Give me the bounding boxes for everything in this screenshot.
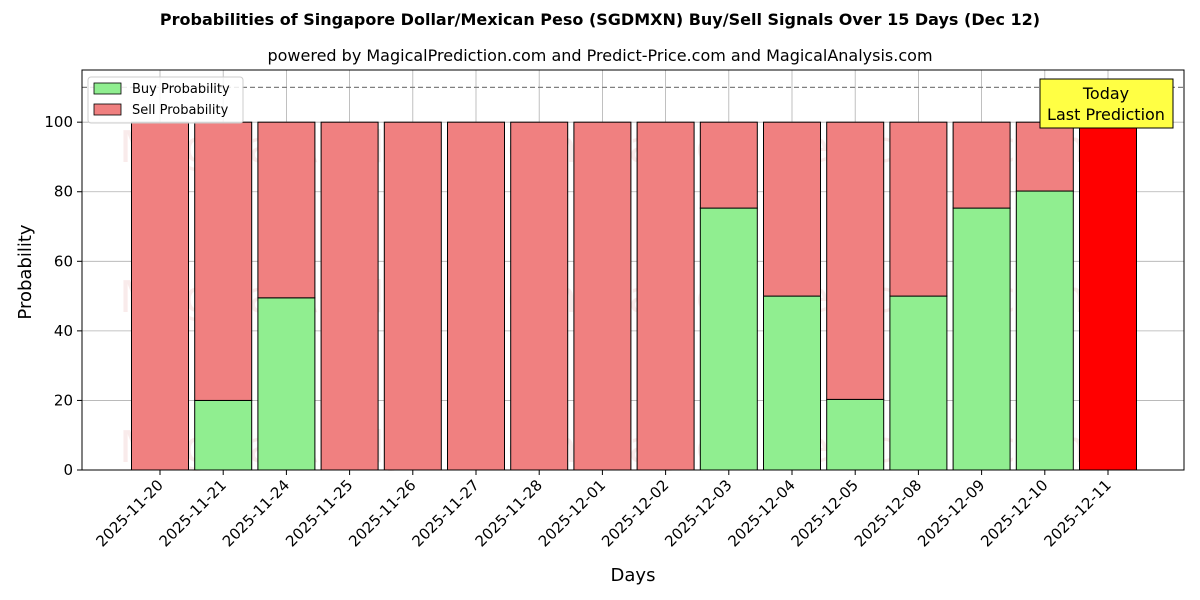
y-tick-label: 80 (54, 183, 73, 201)
x-tick-label: 2025-11-27 (408, 476, 482, 550)
y-axis-label: Probability (15, 224, 36, 319)
sell-probability-bar (699, 121, 758, 209)
buy-probability-bar (257, 297, 316, 471)
bars (131, 121, 1137, 471)
x-tick-label: 2025-12-10 (977, 476, 1051, 550)
buy-probability-bar (826, 398, 885, 471)
sell-probability-bar (889, 121, 948, 297)
sell-probability-bar (826, 121, 885, 400)
x-tick-label: 2025-12-03 (661, 476, 735, 550)
legend-box (87, 76, 244, 124)
legend-swatch (93, 82, 122, 95)
buy-probability-bar (889, 295, 948, 471)
chart-subtitle: powered by MagicalPrediction.com and Pre… (267, 46, 933, 65)
y-tick-label: 100 (44, 113, 73, 131)
x-tick-label: 2025-12-04 (724, 476, 798, 550)
sell-probability-bar (573, 121, 632, 471)
sell-probability-bar (1015, 121, 1074, 192)
annotation-text: Today (1082, 84, 1129, 103)
x-tick-label: 2025-12-01 (535, 476, 609, 550)
today-bar (1079, 121, 1137, 471)
y-tick-label: 0 (63, 461, 73, 479)
annotation-text: Last Prediction (1047, 105, 1165, 124)
y-tick-label: 20 (54, 391, 73, 409)
legend-label: Buy Probability (132, 82, 230, 97)
x-tick-label: 2025-11-24 (219, 476, 293, 550)
sell-probability-bar (952, 121, 1011, 209)
x-tick-label: 2025-11-21 (156, 476, 230, 550)
buy-probability-bar (699, 207, 758, 471)
chart-title: Probabilities of Singapore Dollar/Mexica… (159, 10, 1041, 29)
buy-probability-bar (1015, 190, 1074, 471)
x-axis-label: Days (611, 565, 656, 586)
x-tick-label: 2025-12-05 (788, 476, 862, 550)
sell-probability-bar (510, 121, 569, 471)
x-tick-label: 2025-12-02 (598, 476, 672, 550)
sell-probability-bar (257, 121, 316, 299)
x-tick-label: 2025-12-11 (1040, 476, 1114, 550)
sell-probability-bar (131, 121, 189, 471)
buy-probability-bar (763, 295, 821, 471)
sell-probability-bar (194, 121, 253, 401)
x-tick-label: 2025-11-28 (472, 476, 546, 550)
legend-label: Sell Probability (132, 103, 229, 118)
sell-probability-bar (383, 121, 442, 471)
x-tick-label: 2025-11-25 (282, 476, 356, 550)
x-tick-label: 2025-12-08 (851, 476, 925, 550)
legend: Buy Probability Sell Probability (87, 76, 244, 124)
sell-probability-bar (447, 121, 505, 471)
buy-probability-bar (194, 399, 253, 471)
sell-probability-bar (320, 121, 379, 471)
plot-frame (81, 69, 1185, 471)
buy-probability-bar (952, 207, 1011, 471)
x-tick-label: 2025-11-20 (92, 476, 166, 550)
annotation-box (1039, 78, 1174, 129)
x-tick-label: 2025-11-26 (345, 476, 419, 550)
y-tick-label: 60 (54, 252, 73, 270)
legend-swatch (93, 103, 122, 116)
sell-probability-bar (763, 121, 821, 297)
y-tick-label: 40 (54, 322, 73, 340)
x-tick-label: 2025-12-09 (914, 476, 988, 550)
sell-probability-bar (636, 121, 695, 471)
today-annotation: Today Last Prediction (1039, 78, 1174, 129)
